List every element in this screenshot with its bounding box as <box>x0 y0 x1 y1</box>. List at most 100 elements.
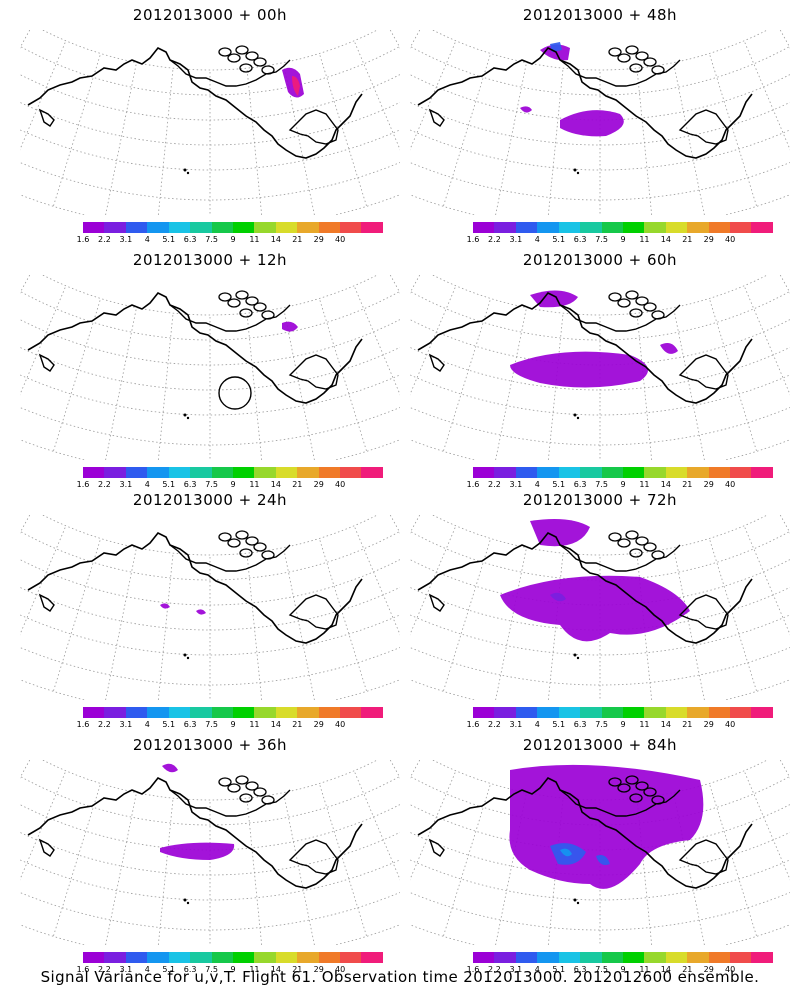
colorbar-swatch <box>340 952 362 963</box>
colorbar-tick-label: 14 <box>660 235 671 244</box>
island <box>227 53 241 63</box>
coastline <box>428 353 445 372</box>
latitude-circle <box>431 275 769 316</box>
graticule <box>20 515 400 700</box>
meridian-line <box>283 794 315 945</box>
colorbar-swatch <box>580 467 602 478</box>
variance-contour <box>160 842 235 860</box>
island <box>617 53 631 63</box>
colorbar-swatch <box>537 222 559 233</box>
colorbar-swatch <box>558 467 581 478</box>
colorbar-labels: 1.6 2.2 3.1 4 5.1 6.3 7.5 9 11 14 21 29 40 <box>75 965 385 975</box>
meridian-line <box>52 540 101 694</box>
colorbar-swatch <box>601 952 623 963</box>
colorbar-tick-label: 11 <box>639 480 650 489</box>
coastline <box>417 531 753 644</box>
highlight-circle <box>218 376 252 410</box>
colorbar-swatch <box>644 467 666 478</box>
colorbar-swatch <box>211 707 233 718</box>
colorbar-tick-label: 29 <box>313 720 324 729</box>
colorbar-tick-label: 29 <box>313 235 324 244</box>
meridian-line <box>673 549 705 700</box>
island <box>235 775 249 785</box>
island <box>186 171 190 175</box>
island <box>643 302 657 312</box>
colorbar-swatch <box>147 952 169 963</box>
colorbar-tick-label: 9 <box>620 965 626 974</box>
colorbar-tick-label: 6.3 <box>573 965 587 974</box>
colorbar-swatch <box>83 707 105 718</box>
colorbar-swatch <box>515 707 538 718</box>
coastline <box>417 291 753 404</box>
graticule <box>410 30 790 215</box>
colorbar <box>473 222 773 233</box>
colorbar-tick-label: 6.3 <box>183 480 197 489</box>
colorbar-swatch <box>644 222 666 233</box>
variance-field <box>160 763 235 860</box>
colorbar-swatch <box>730 222 752 233</box>
colorbar-swatch <box>601 467 623 478</box>
meridian-line <box>319 540 368 694</box>
colorbar-tick-label: 14 <box>270 480 281 489</box>
meridian-line <box>442 55 491 209</box>
meridian-line <box>547 315 564 460</box>
island <box>245 536 259 546</box>
colorbar-swatch <box>580 222 602 233</box>
variance-contour <box>520 106 532 113</box>
island <box>643 542 657 552</box>
colorbar-tick-label: 40 <box>725 965 736 974</box>
variance-contour <box>282 321 298 332</box>
panel-title: 2012013000 + 36h <box>132 736 288 754</box>
colorbar-swatch <box>537 952 559 963</box>
island <box>239 63 253 73</box>
meridian-line <box>283 309 315 460</box>
colorbar-swatch <box>644 707 666 718</box>
colorbar-tick-label: 7.5 <box>595 720 608 729</box>
coastline <box>678 594 729 630</box>
variance-contour <box>530 519 590 547</box>
colorbar-tick-label: 7.5 <box>595 965 608 974</box>
colorbar-swatch <box>687 952 709 963</box>
island <box>235 290 249 300</box>
map-panel-12h: 2012013000 + 12h 1.6 2.2 3.1 4 5.1 6.3 7.5 9 11 1… <box>20 245 400 489</box>
colorbar-tick-label: 3.1 <box>119 480 133 489</box>
colorbar-tick-label: 3.1 <box>509 720 523 729</box>
colorbar-tick-label: 29 <box>703 720 714 729</box>
meridian-line <box>157 70 174 215</box>
island <box>239 793 253 803</box>
island <box>183 168 187 172</box>
colorbar-tick-label: 1.6 <box>466 965 480 974</box>
island <box>625 530 639 540</box>
colorbar-swatch <box>558 952 581 963</box>
colorbar-tick-label: 7.5 <box>595 235 608 244</box>
colorbar-swatch <box>730 952 752 963</box>
map-panel-36h: 2012013000 + 36h 1.6 2.2 3.1 4 5.1 6.3 7.5 9 11 1… <box>20 730 400 974</box>
meridian-line <box>547 70 564 215</box>
colorbar-swatch <box>147 707 169 718</box>
panel-title: 2012013000 + 48h <box>522 6 678 24</box>
island <box>617 783 631 793</box>
colorbar-tick-label: 4 <box>534 965 540 974</box>
meridian-line <box>673 64 705 215</box>
colorbar-swatch <box>297 467 319 478</box>
island <box>643 57 657 67</box>
island <box>245 781 259 791</box>
colorbar-tick-label: 9 <box>230 480 236 489</box>
island <box>253 542 267 552</box>
latitude-circle <box>20 530 400 581</box>
colorbar-tick-label: 21 <box>292 235 303 244</box>
meridian-line <box>20 30 31 49</box>
island <box>253 302 267 312</box>
variance-field <box>510 290 678 388</box>
colorbar-tick-label: 14 <box>270 235 281 244</box>
meridian-line <box>389 30 400 49</box>
colorbar-tick-label: 1.6 <box>466 720 480 729</box>
colorbar-tick-label: 40 <box>335 720 346 729</box>
colorbar-tick-label: 40 <box>725 480 736 489</box>
island <box>183 653 187 657</box>
island <box>261 65 275 75</box>
colorbar-swatch <box>473 707 495 718</box>
colorbar-tick-label: 3.1 <box>509 480 523 489</box>
meridian-line <box>157 315 174 460</box>
latitude-circle <box>20 559 400 606</box>
